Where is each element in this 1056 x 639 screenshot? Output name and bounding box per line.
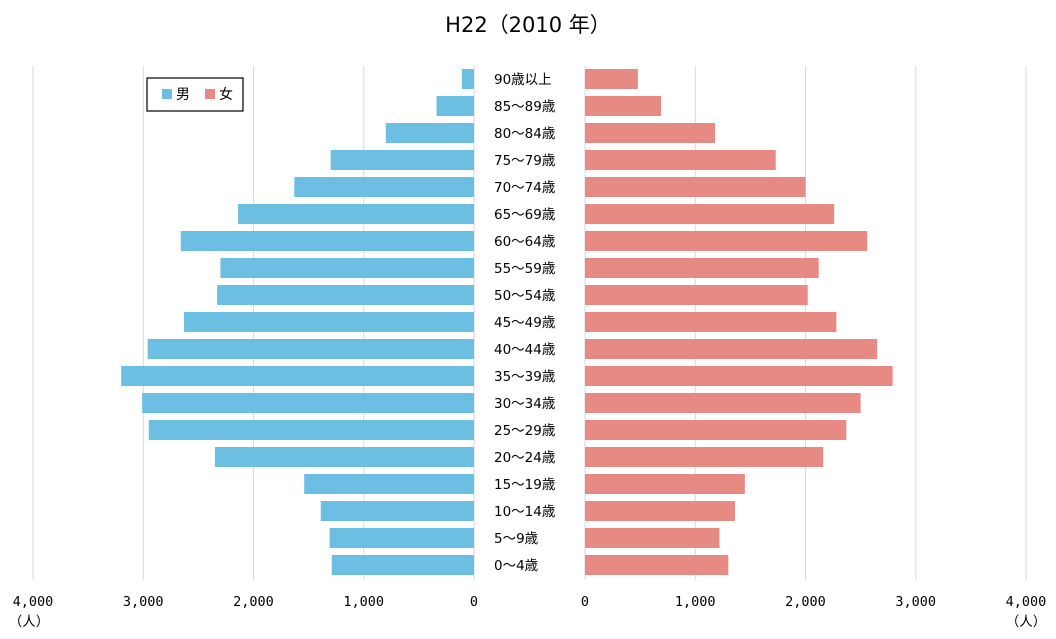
bar-female	[585, 339, 878, 359]
category-label: 40～44歳	[494, 342, 556, 358]
bar-male	[331, 555, 474, 575]
x-tick-label-right: 3,000	[895, 594, 936, 610]
bar-male	[148, 420, 474, 440]
bar-female	[585, 285, 808, 305]
bar-male	[436, 96, 474, 116]
category-label: 90歳以上	[494, 72, 552, 88]
bar-female	[585, 555, 729, 575]
bar-female	[585, 447, 824, 467]
x-tick-label-right: 1,000	[675, 594, 716, 610]
bar-female	[585, 420, 847, 440]
bar-female	[585, 474, 745, 494]
bar-male	[180, 231, 475, 251]
x-tick-label-right: 0	[581, 594, 589, 610]
category-label: 45～49歳	[494, 315, 556, 331]
legend-swatch-male	[162, 89, 172, 99]
category-label: 80～84歳	[494, 126, 556, 142]
bar-female	[585, 177, 806, 197]
category-label: 20～24歳	[494, 450, 556, 466]
x-tick-label-left: 3,000	[123, 594, 164, 610]
category-label: 5～9歳	[494, 531, 539, 547]
category-label: 70～74歳	[494, 180, 556, 196]
bar-female	[585, 96, 662, 116]
unit-label-left: （人）	[9, 614, 50, 630]
bar-male	[217, 285, 474, 305]
x-tick-label-left: 4,000	[13, 594, 54, 610]
x-tick-label-right: 2,000	[785, 594, 826, 610]
x-tick-label-left: 0	[470, 594, 478, 610]
category-label: 35～39歳	[494, 369, 556, 385]
category-label: 65～69歳	[494, 207, 556, 223]
bar-female	[585, 150, 776, 170]
bar-female	[585, 258, 819, 278]
x-tick-label-left: 1,000	[343, 594, 384, 610]
category-label: 25～29歳	[494, 423, 556, 439]
bar-male	[214, 447, 474, 467]
bar-female	[585, 312, 837, 332]
bar-male	[147, 339, 474, 359]
x-tick-label-left: 2,000	[233, 594, 274, 610]
bar-male	[330, 150, 474, 170]
category-label: 15～19歳	[494, 477, 556, 493]
bar-male	[142, 393, 474, 413]
category-label: 75～79歳	[494, 153, 556, 169]
bar-female	[585, 204, 835, 224]
bar-female	[585, 528, 720, 548]
bar-male	[385, 123, 474, 143]
category-label: 85～89歳	[494, 99, 556, 115]
legend-label-male: 男	[176, 87, 190, 103]
bar-male	[121, 366, 474, 386]
bar-female	[585, 366, 893, 386]
bar-female	[585, 231, 868, 251]
category-label: 60～64歳	[494, 234, 556, 250]
bar-male	[294, 177, 474, 197]
legend-swatch-female	[205, 89, 215, 99]
bar-male	[238, 204, 474, 224]
category-label: 55～59歳	[494, 261, 556, 277]
bar-male	[461, 69, 474, 89]
category-label: 10～14歳	[494, 504, 556, 520]
bar-female	[585, 501, 735, 521]
bar-male	[220, 258, 474, 278]
legend-label-female: 女	[219, 86, 233, 103]
bar-female	[585, 123, 716, 143]
bar-female	[585, 393, 861, 413]
legend-box	[146, 77, 244, 112]
bar-male	[329, 528, 474, 548]
bar-male	[320, 501, 474, 521]
bar-male	[184, 312, 475, 332]
bar-male	[304, 474, 474, 494]
bar-female	[585, 69, 638, 89]
x-tick-label-right: 4,000	[1006, 594, 1047, 610]
category-label: 0～4歳	[494, 558, 539, 574]
chart-title: H22（2010 年）	[445, 13, 611, 37]
category-label: 50～54歳	[494, 288, 556, 304]
category-label: 30～34歳	[494, 396, 556, 412]
unit-label-right: （人）	[1006, 614, 1047, 630]
